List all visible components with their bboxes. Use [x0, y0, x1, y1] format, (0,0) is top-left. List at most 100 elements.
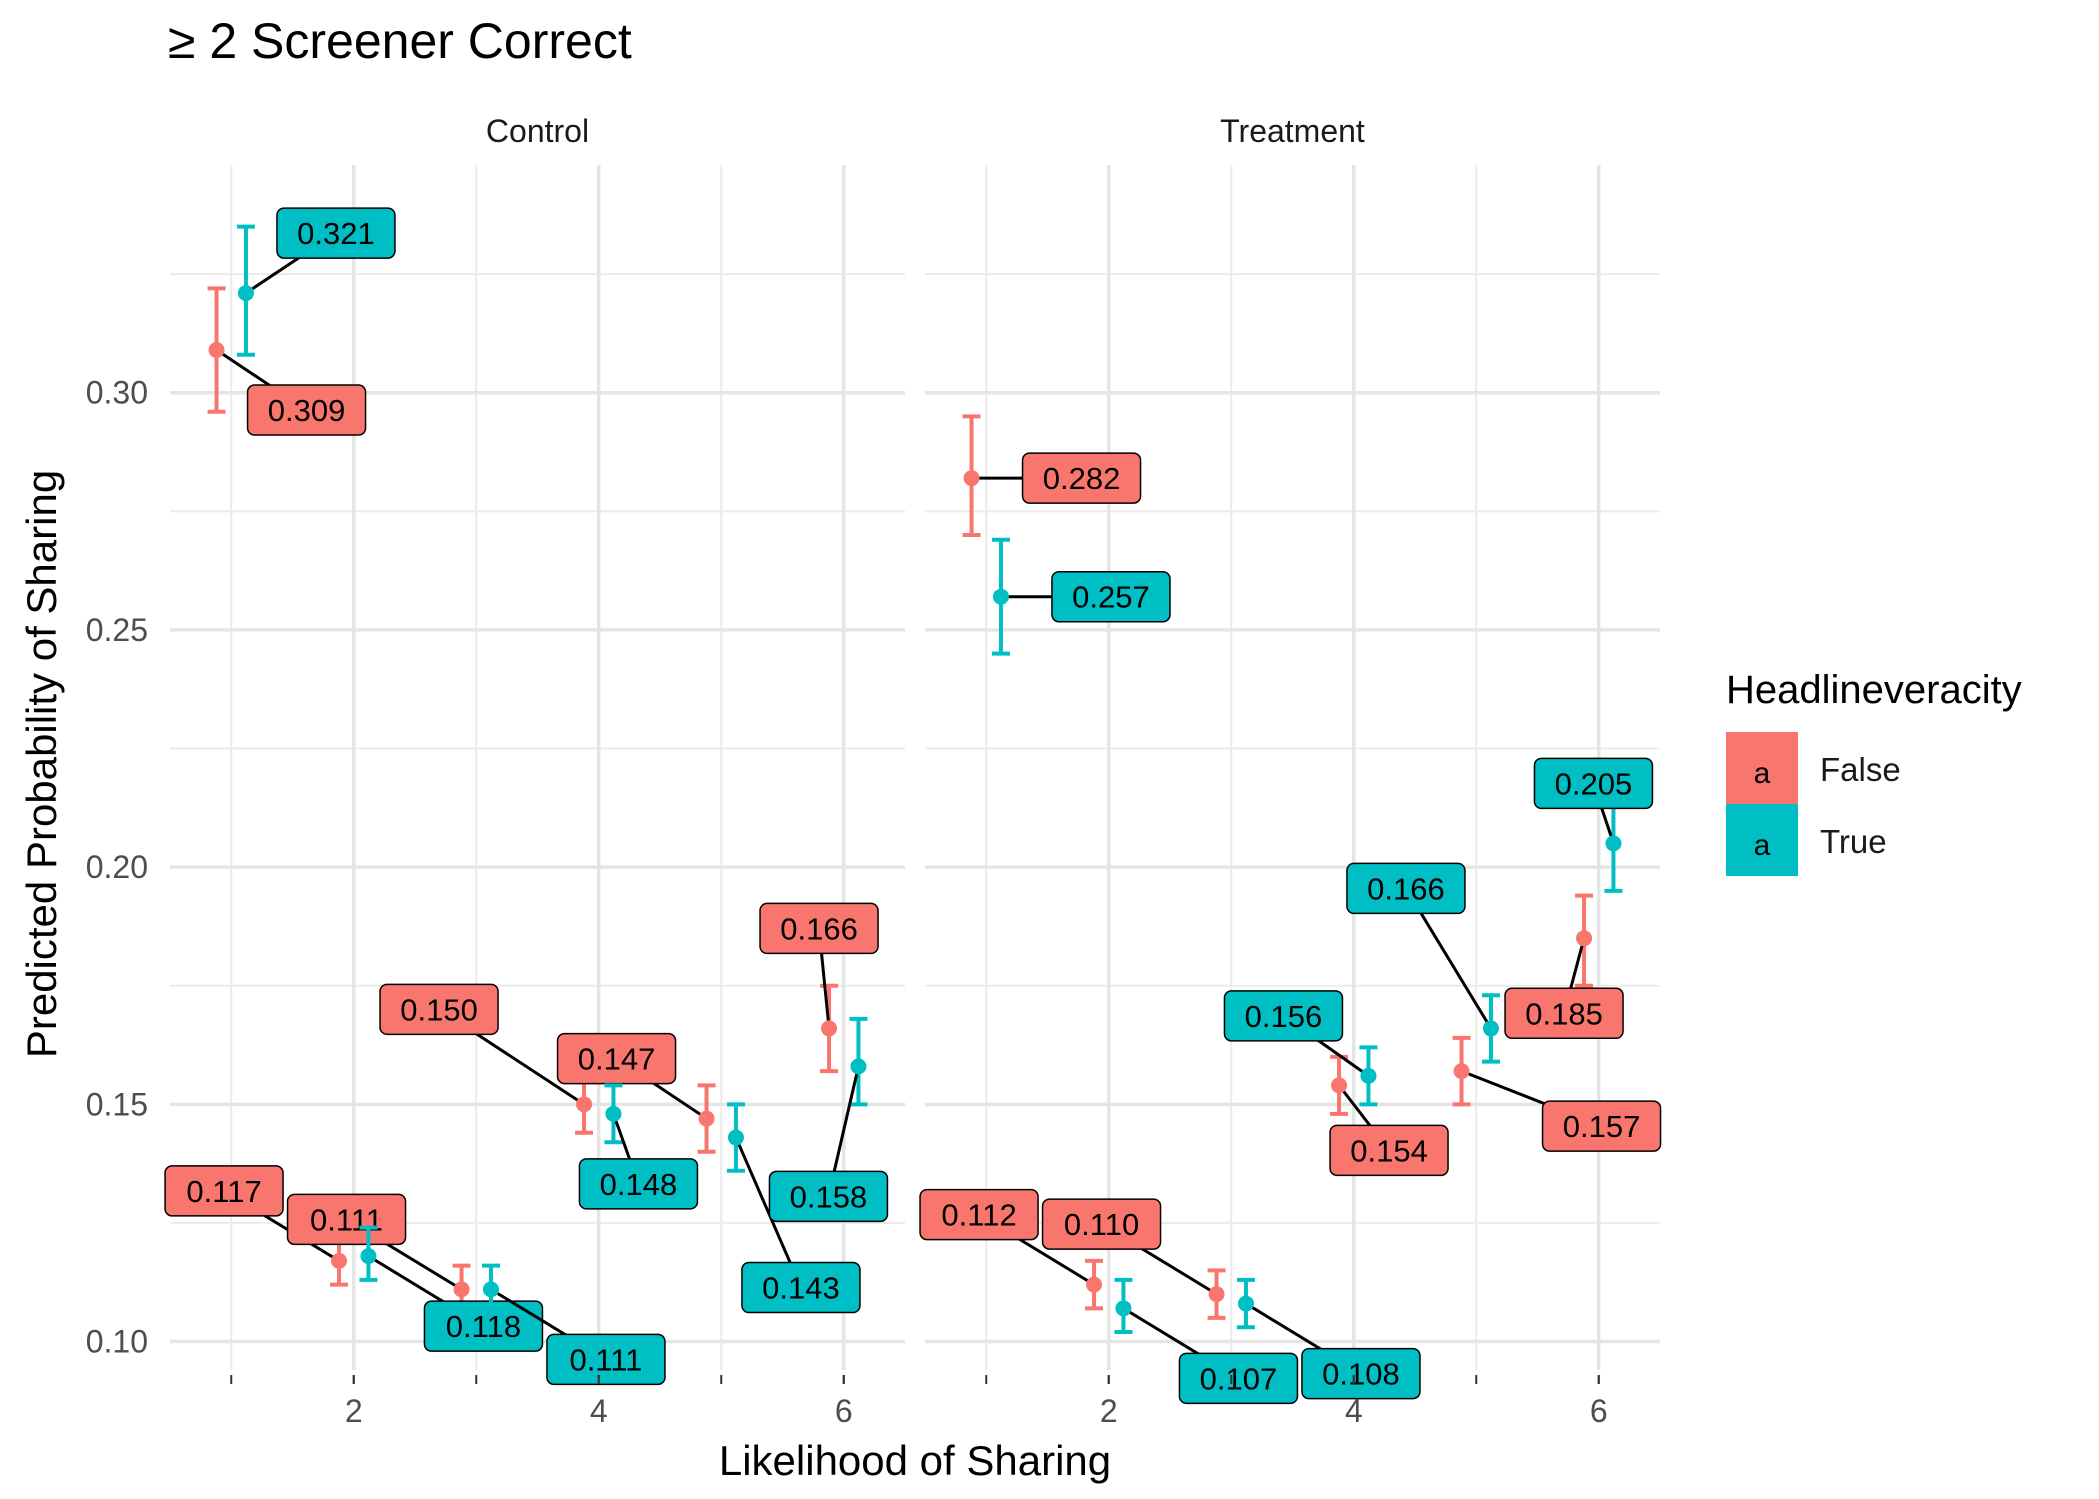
x-tick-label: 6 — [1590, 1393, 1608, 1429]
y-tick-label: 0.25 — [86, 612, 148, 648]
legend-label-true: True — [1820, 823, 1887, 860]
data-label-text: 0.157 — [1563, 1109, 1641, 1144]
data-label-box — [286, 1193, 407, 1246]
data-point — [727, 1129, 744, 1146]
data-label-text: 0.166 — [1367, 871, 1445, 906]
data-label: 0.157 — [1541, 1100, 1662, 1152]
data-label-box — [1223, 990, 1344, 1042]
y-axis-ticks: 0.10 0.15 0.20 0.25 0.30 — [86, 375, 148, 1360]
legend-label-false: False — [1820, 751, 1901, 788]
data-label: 0.117 — [164, 1165, 284, 1217]
data-label: 0.166 — [1346, 862, 1466, 915]
data-point — [605, 1105, 622, 1122]
facet-strip-label: Control — [486, 113, 589, 149]
data-point — [963, 470, 980, 487]
data-point — [821, 1020, 838, 1037]
data-label-text: 0.107 — [1200, 1361, 1278, 1396]
data-point — [576, 1096, 593, 1113]
data-label: 0.154 — [1329, 1124, 1449, 1177]
series-true: 0.257 0.107 0.108 0.156 0.166 0.205 — [991, 537, 1654, 1405]
data-point — [992, 588, 1009, 605]
x-axis-ticks: 2 4 6 2 4 6 — [230, 1375, 1608, 1429]
series-false: 0.309 0.117 0.111 0.150 0.147 0.166 — [164, 286, 879, 1316]
x-tick-label: 2 — [1100, 1393, 1118, 1429]
data-label-text: 0.117 — [186, 1174, 261, 1209]
data-point — [1208, 1286, 1225, 1303]
data-label-text: 0.150 — [400, 992, 478, 1027]
data-label-text: 0.110 — [1064, 1207, 1139, 1242]
data-point — [1360, 1067, 1377, 1084]
data-label-text: 0.257 — [1072, 580, 1150, 615]
data-label-box — [164, 1165, 284, 1217]
data-label-text: 0.282 — [1043, 461, 1121, 496]
data-point — [1115, 1300, 1132, 1317]
y-tick-label: 0.30 — [86, 375, 148, 411]
data-label: 0.150 — [379, 983, 499, 1036]
data-label-text: 0.154 — [1350, 1133, 1428, 1168]
legend-key-true — [1726, 804, 1798, 876]
data-label-box — [768, 1170, 889, 1223]
data-label-text: 0.143 — [762, 1271, 840, 1306]
data-point — [1482, 1020, 1499, 1037]
data-label: 0.110 — [1041, 1198, 1162, 1250]
x-axis-label: Likelihood of Sharing — [719, 1437, 1111, 1484]
legend-title: Headlineveracity — [1726, 668, 2022, 712]
data-label: 0.205 — [1533, 757, 1654, 810]
data-label: 0.143 — [741, 1261, 861, 1314]
data-point — [453, 1281, 470, 1298]
x-tick-label: 4 — [1345, 1393, 1363, 1429]
data-point — [1331, 1077, 1348, 1094]
data-point — [331, 1252, 348, 1269]
data-label-text: 0.112 — [941, 1198, 1016, 1233]
data-label-box — [1301, 1347, 1421, 1400]
data-label-text: 0.205 — [1555, 766, 1633, 801]
data-label: 0.158 — [768, 1170, 889, 1223]
series-false: 0.282 0.112 0.110 0.154 0.157 0.185 — [919, 414, 1662, 1320]
data-point — [1605, 835, 1622, 852]
facet-panel-control: Control0.3090.1170.1110.1500.1470.1660.3… — [164, 113, 905, 1386]
data-label-box — [276, 207, 396, 259]
data-point — [1453, 1063, 1470, 1080]
data-label-text: 0.148 — [600, 1167, 678, 1202]
data-label-text: 0.321 — [297, 216, 375, 251]
legend: Headlineveracity a False a True — [1726, 668, 2022, 876]
x-tick-label: 6 — [835, 1393, 853, 1429]
data-label-box — [919, 1188, 1039, 1241]
data-label-box — [741, 1261, 861, 1314]
data-label-box — [1504, 987, 1624, 1040]
data-point — [698, 1110, 715, 1127]
data-label-text: 0.158 — [790, 1179, 868, 1214]
data-point — [1086, 1276, 1103, 1293]
y-axis-label: Predicted Probability of Sharing — [18, 470, 65, 1058]
data-label-text: 0.111 — [310, 1202, 383, 1237]
data-label-box — [423, 1300, 544, 1352]
data-label-box — [1329, 1124, 1449, 1177]
data-label-box — [1051, 570, 1171, 623]
data-label: 0.111 — [546, 1333, 666, 1386]
data-label-box — [1346, 862, 1466, 915]
data-label-box — [1541, 1100, 1662, 1152]
data-point — [208, 342, 225, 359]
data-label-box — [546, 1333, 666, 1386]
data-label: 0.147 — [556, 1032, 677, 1085]
data-label-text: 0.111 — [569, 1342, 642, 1377]
data-label: 0.108 — [1301, 1347, 1421, 1400]
data-label: 0.282 — [1021, 452, 1142, 504]
data-label-box — [1041, 1198, 1162, 1250]
y-tick-label: 0.15 — [86, 1086, 148, 1122]
data-label-box — [1533, 757, 1654, 810]
x-tick-label: 4 — [590, 1393, 608, 1429]
data-label-text: 0.309 — [268, 393, 346, 428]
data-label: 0.257 — [1051, 570, 1171, 623]
data-label-text: 0.156 — [1245, 999, 1323, 1034]
data-label: 0.166 — [759, 902, 879, 955]
data-label-text: 0.166 — [780, 911, 858, 946]
data-label: 0.112 — [919, 1188, 1039, 1241]
data-label-box — [246, 384, 367, 436]
data-label: 0.309 — [246, 384, 367, 436]
y-tick-label: 0.20 — [86, 849, 148, 885]
data-label: 0.185 — [1504, 987, 1624, 1040]
data-label: 0.156 — [1223, 990, 1344, 1042]
